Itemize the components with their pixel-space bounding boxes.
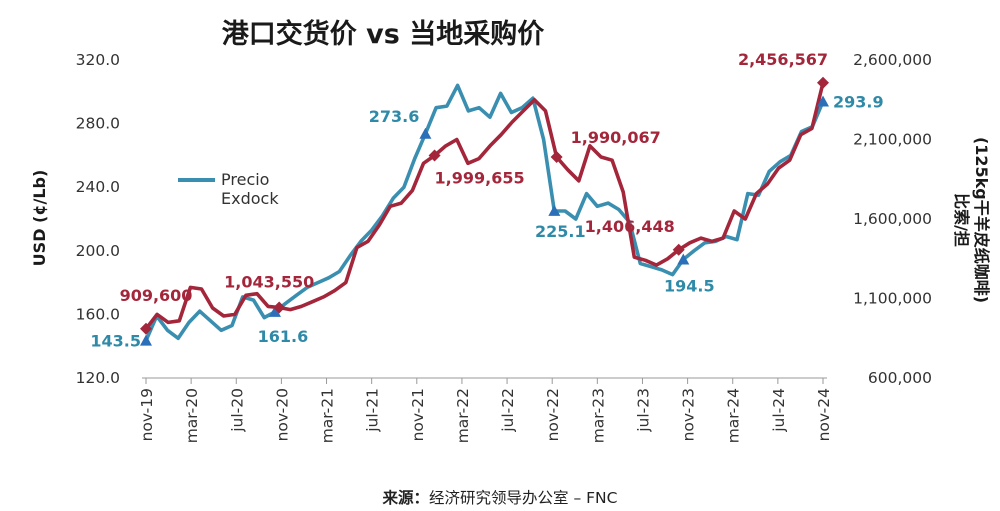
triangle-marker [140, 334, 152, 346]
x-tick-label: mar-20 [183, 388, 201, 443]
triangle-marker [548, 204, 561, 216]
triangle-marker [677, 253, 690, 265]
x-tick-label: nov-22 [544, 388, 562, 441]
x-tick-label: jul-20 [228, 388, 246, 433]
x-tick-label: nov-19 [138, 388, 156, 441]
x-tick-label: nov-21 [409, 388, 427, 441]
x-tick-label: jul-23 [634, 388, 652, 433]
data-label: 273.6 [369, 107, 420, 126]
source-text: 经济研究领导办公室 – FNC [429, 489, 617, 507]
data-labels: 143.5 161.6 273.6 225.1 194.5 293.9 909,600 1,0… [90, 50, 883, 351]
x-tick-label: jul-22 [499, 388, 517, 433]
y-right-tick-label: 1,100,000 [853, 290, 932, 308]
data-label: 1,406,448 [585, 217, 675, 236]
diamond-marker [273, 301, 286, 314]
data-label: 1,999,655 [435, 168, 525, 187]
source-note: 来源：经济研究领导办公室 – FNC [382, 488, 618, 507]
x-tick-label: mar-21 [319, 388, 337, 443]
data-label: 909,600 [120, 286, 193, 305]
data-label: 161.6 [258, 327, 309, 346]
triangle-marker [817, 95, 829, 107]
series-lines [144, 81, 825, 343]
x-tick-labels: nov-19 mar-20 jul-20 nov-20 mar-21 jul-21 nov-… [138, 388, 833, 443]
series-line-precio-exdock [144, 83, 825, 343]
legend-label-line2: Exdock [221, 189, 279, 208]
x-tick-label: mar-24 [725, 388, 743, 443]
y-right-tick-labels: 600,000 1,100,000 1,600,000 2,100,000 2,600,… [853, 51, 932, 387]
legend: Precio Exdock [178, 170, 279, 208]
y-right-tick-label: 2,100,000 [853, 131, 932, 149]
x-tick-label: nov-24 [815, 388, 833, 441]
data-label: 225.1 [535, 222, 586, 241]
x-tick-label: jul-24 [770, 388, 788, 433]
triangle-marker [268, 305, 281, 317]
y-right-axis-title-line2: (125kg干羊皮纸咖啡) [972, 137, 991, 303]
triangle-marker [419, 127, 432, 139]
diamond-marker [817, 76, 829, 89]
y-right-tick-label: 600,000 [868, 369, 932, 387]
y-left-tick-label: 320.0 [76, 51, 120, 69]
y-left-tick-labels: 120.0 160.0 200.0 240.0 280.0 320.0 [76, 51, 120, 387]
data-label: 2,456,567 [738, 50, 828, 69]
data-label: 143.5 [90, 332, 141, 351]
y-left-tick-label: 160.0 [76, 305, 120, 323]
chart-title: 港口交货价 vs 当地采购价 [222, 18, 545, 50]
y-left-tick-label: 120.0 [76, 369, 120, 387]
y-right-axis-title-line1: 比索/担 [952, 193, 971, 247]
x-axis [142, 377, 827, 384]
y-left-tick-label: 240.0 [76, 178, 120, 196]
source-label: 来源： [382, 488, 430, 507]
x-tick-label: jul-21 [364, 388, 382, 433]
y-right-tick-label: 1,600,000 [853, 210, 932, 228]
diamond-marker [672, 243, 685, 256]
diamond-marker [428, 149, 441, 162]
data-label: 194.5 [664, 277, 715, 296]
data-label: 1,990,067 [571, 128, 661, 147]
x-tick-label: nov-23 [680, 388, 698, 441]
diamond-marker [140, 322, 152, 335]
legend-label-line1: Precio [221, 170, 269, 189]
series-line-local-price [144, 81, 825, 331]
y-left-tick-label: 280.0 [76, 115, 120, 133]
data-label: 1,043,550 [224, 272, 314, 291]
diamond-marker [550, 150, 563, 163]
x-tick-label: mar-22 [454, 388, 472, 443]
y-left-axis-title: USD (¢/Lb) [30, 170, 49, 267]
data-label: 293.9 [833, 92, 884, 111]
x-tick-label: mar-23 [589, 388, 607, 443]
x-tick-label: nov-20 [273, 388, 291, 441]
markers [140, 76, 829, 346]
y-right-tick-label: 2,600,000 [853, 51, 932, 69]
y-left-tick-label: 200.0 [76, 242, 120, 260]
